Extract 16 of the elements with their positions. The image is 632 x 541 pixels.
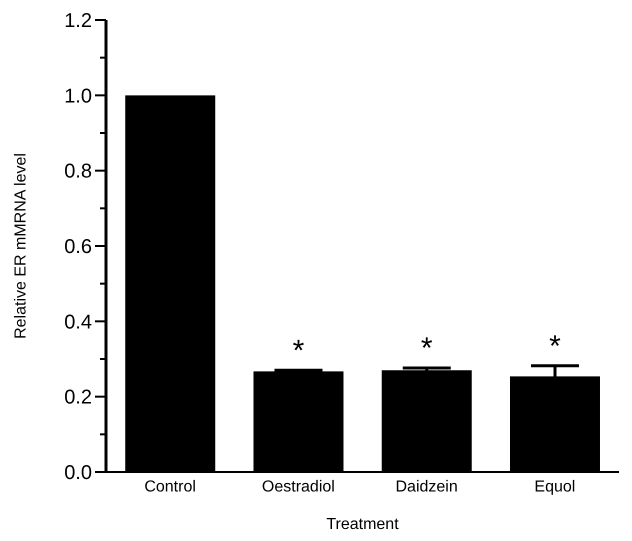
y-tick-label: 0.2 [64, 386, 92, 409]
x-axis-title: Treatment [326, 516, 400, 533]
data-label: * [292, 334, 305, 368]
y-tick-label: 1.2 [64, 10, 92, 32]
y-tick-label: 0.8 [64, 160, 92, 183]
x-tick-label: Control [144, 478, 196, 496]
x-tick-label: Oestradiol [262, 478, 335, 496]
x-tick-label: Daidzein [395, 478, 458, 496]
y-tick-label: 0.4 [64, 311, 92, 334]
y-axis-title: Relative ER mMRNA level [12, 153, 30, 339]
y-tick-label: 1.0 [64, 85, 92, 108]
x-tick-label: Equol [534, 478, 576, 496]
y-tick-label: 0.0 [64, 462, 92, 484]
data-label: * [420, 332, 433, 366]
y-tick-label: 0.6 [64, 236, 92, 258]
data-label: * [549, 330, 562, 363]
